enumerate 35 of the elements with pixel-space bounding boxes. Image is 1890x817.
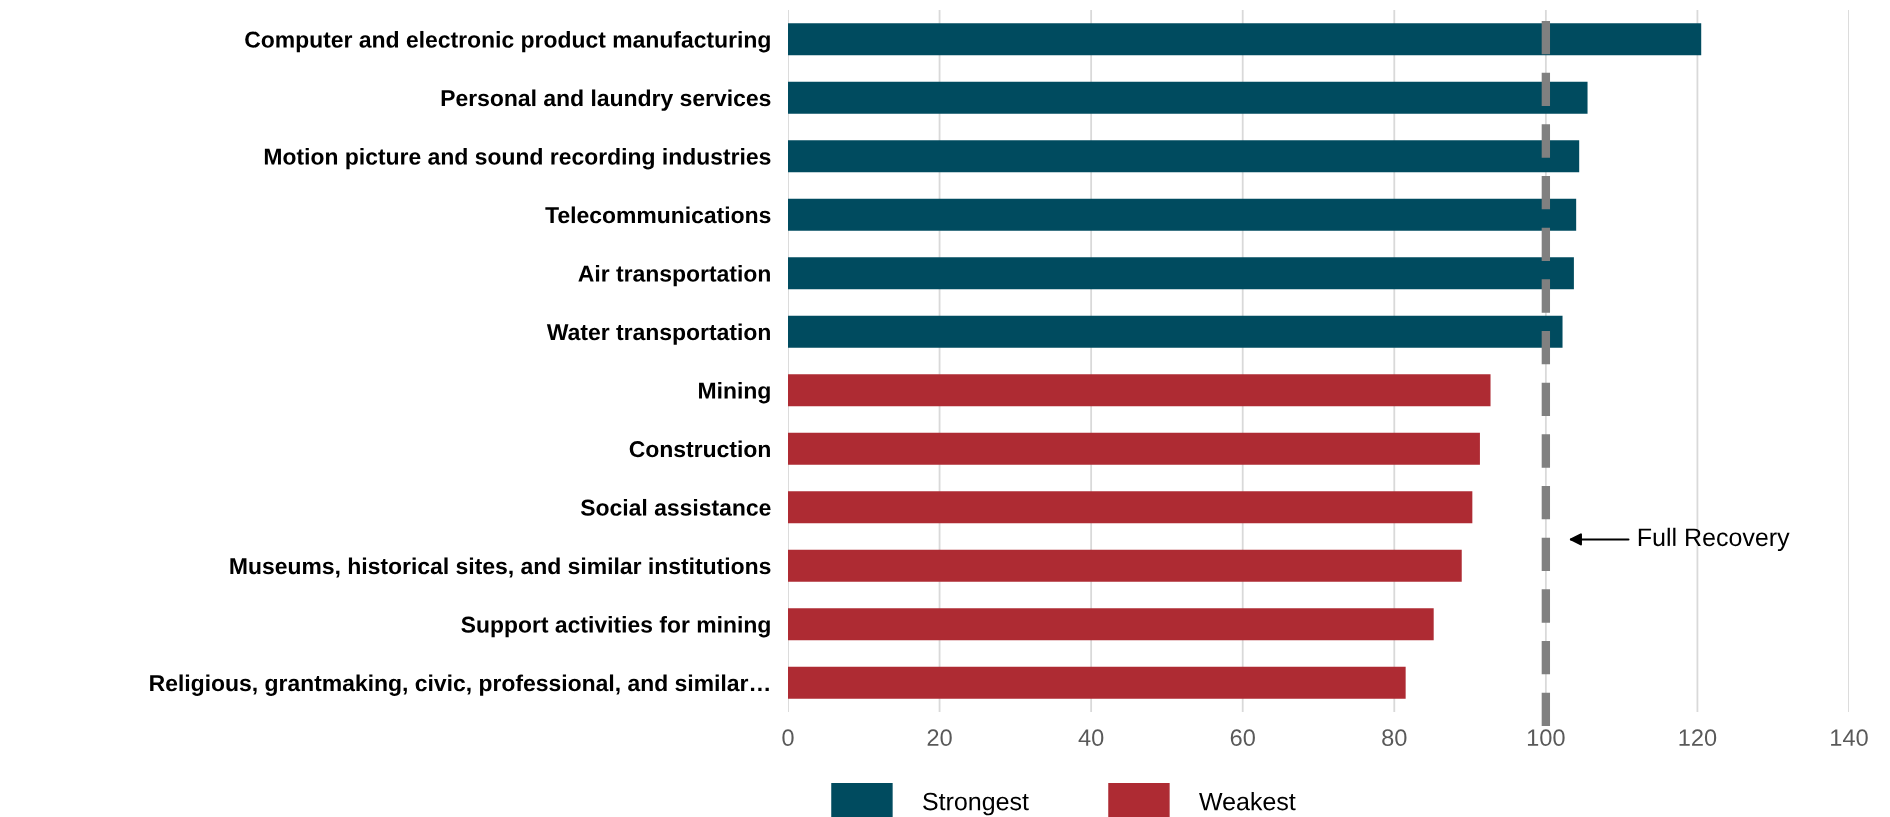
bar: [788, 198, 1577, 231]
legend-label: Weakest: [1199, 792, 1296, 811]
y-tick-label: Air transportation: [578, 264, 770, 287]
y-tick-label: Construction: [629, 440, 770, 458]
y-tick-label: Social assistance: [580, 498, 771, 516]
y-tick-label: Water transportation: [546, 323, 770, 345]
y-tick-label: Religious, grantmaking, civic, professional, and similar…: [150, 674, 769, 696]
bar: [788, 140, 1580, 173]
bar: [788, 666, 1406, 699]
legend-label: Strongest: [923, 792, 1029, 816]
bar: [788, 432, 1480, 465]
y-tick-label: Motion picture and sound recording industries: [264, 147, 771, 170]
x-tick-label: 60: [1230, 729, 1255, 747]
y-tick-label: Museums, historical sites, and similar institutions: [230, 557, 771, 578]
bar: [788, 23, 1702, 56]
bar: [788, 549, 1462, 582]
x-tick-label: 140: [1831, 729, 1868, 747]
y-tick-label: Support activities for mining: [461, 615, 770, 638]
bar: [788, 81, 1588, 114]
x-tick-label: 0: [782, 729, 794, 747]
x-tick-label: 20: [927, 729, 952, 747]
x-tick-label: 80: [1382, 729, 1407, 747]
annotation: Full Recovery: [1638, 527, 1790, 552]
y-tick-label: Personal and laundry services: [441, 89, 771, 111]
bar: [788, 491, 1473, 524]
x-tick-label: 100: [1527, 729, 1565, 747]
x-tick-label: 120: [1679, 729, 1717, 747]
bar: [788, 315, 1563, 348]
bar: [788, 257, 1574, 290]
y-tick-label: Telecommunications: [545, 206, 771, 224]
x-tick-label: 40: [1078, 729, 1104, 747]
bar: [788, 608, 1434, 641]
y-tick-label: Computer and electronic product manufacturing: [245, 30, 770, 53]
bar: [788, 374, 1491, 407]
y-tick-label: Mining: [699, 381, 770, 404]
